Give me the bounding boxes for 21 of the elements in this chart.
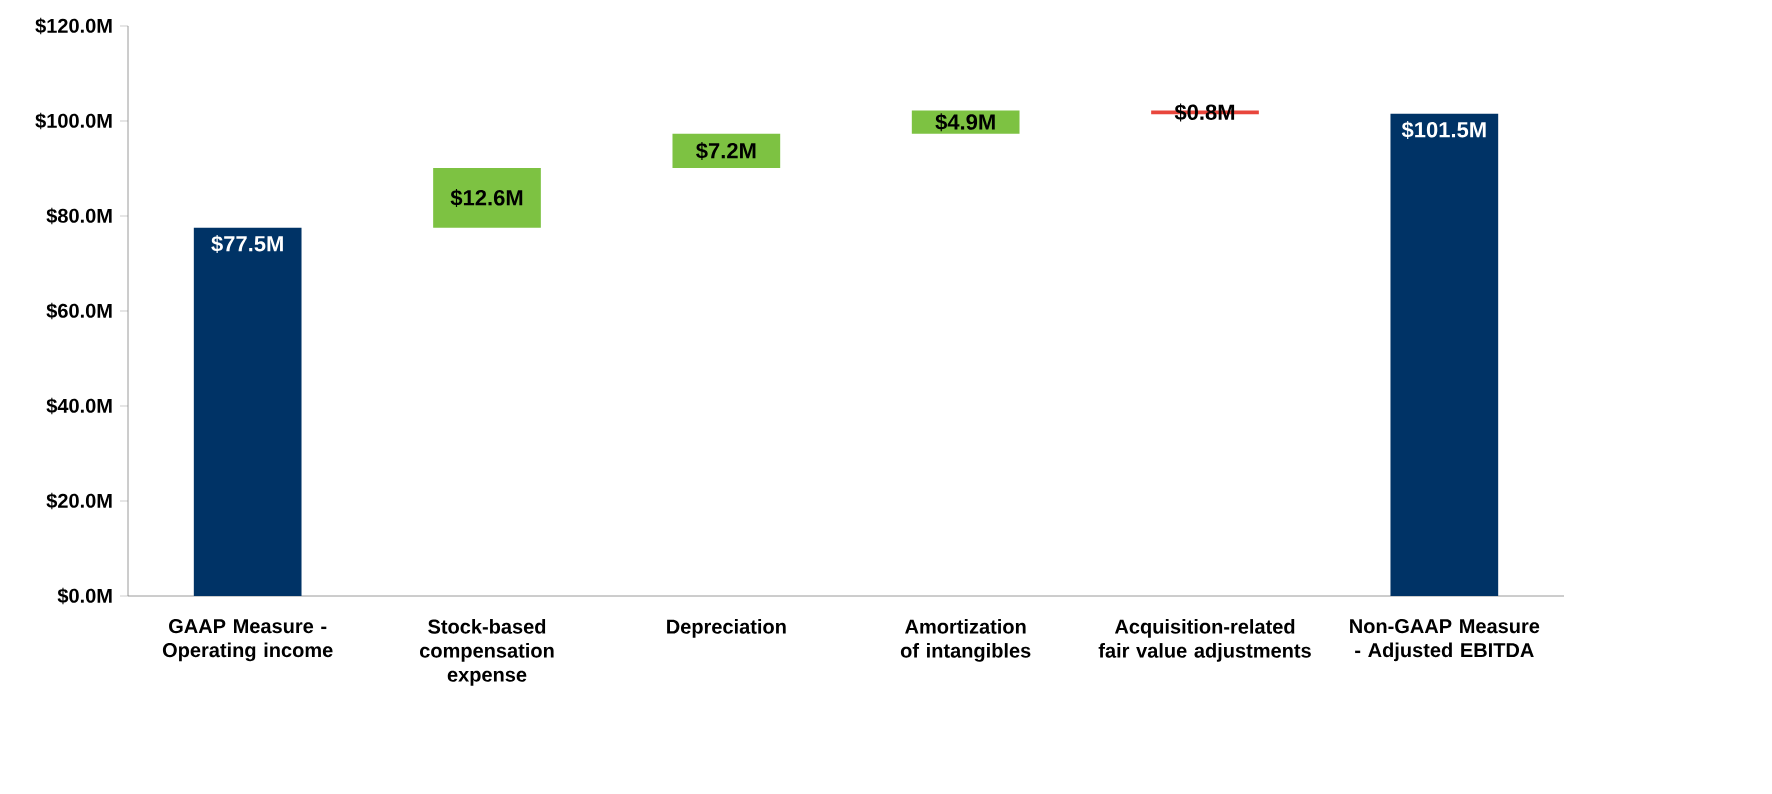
x-tick-label: Depreciation: [667, 619, 786, 638]
y-tick-label: $0.0M: [57, 587, 112, 605]
y-tick-label: $100.0M: [35, 112, 112, 130]
bar: [193, 227, 302, 596]
x-tick-label: Acquisition-related fair value adjustments: [1098, 619, 1311, 662]
x-tick-label: GAAP Measure - Operating income: [162, 619, 333, 662]
x-tick-label: Stock-based compensation expense: [420, 619, 554, 686]
x-tick-label: Non-GAAP Measure - Adjusted EBITDA: [1350, 619, 1540, 662]
bar: [433, 168, 541, 228]
bar: [1390, 113, 1499, 596]
y-tick-label: $20.0M: [46, 492, 112, 510]
data-label: $12.6M: [450, 188, 523, 207]
y-tick-label: $120.0M: [35, 17, 112, 35]
y-tick-label: $60.0M: [46, 302, 112, 320]
data-label: $4.9M: [935, 113, 995, 132]
x-tick-label: Amortization of intangibles: [900, 619, 1031, 662]
data-label: $101.5M: [1401, 120, 1486, 139]
y-tick-label: $40.0M: [46, 397, 112, 415]
data-label: $77.5M: [211, 234, 283, 253]
data-label: $7.2M: [696, 141, 756, 160]
y-tick-label: $80.0M: [46, 207, 112, 225]
